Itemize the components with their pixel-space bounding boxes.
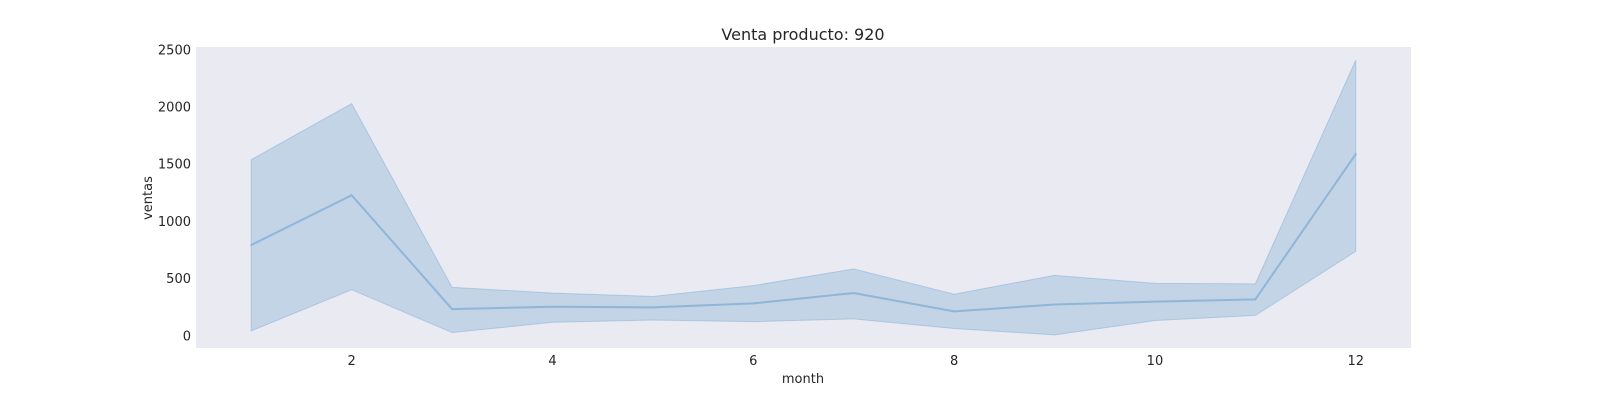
data-point [250, 243, 253, 246]
y-tick-label: 2000 [158, 101, 191, 116]
x-tick-label: 4 [548, 354, 556, 369]
data-point [551, 305, 554, 308]
series-line-0 [250, 153, 1357, 313]
data-point [451, 308, 454, 311]
chart-title: Venta producto: 920 [721, 25, 884, 44]
data-point [1354, 153, 1357, 156]
data-point [1053, 303, 1056, 306]
series-layer [250, 59, 1357, 336]
x-tick-label: 8 [950, 354, 958, 369]
data-point [651, 306, 654, 309]
y-tick-label: 0 [183, 329, 191, 344]
x-tick-label: 2 [347, 354, 355, 369]
y-tick-label: 500 [166, 272, 191, 287]
confidence-band-0 [250, 59, 1357, 336]
y-axis-ticks: 0 500 1000 1500 2000 2500 [158, 43, 191, 344]
y-tick-label: 2500 [158, 43, 191, 58]
y-tick-label: 1000 [158, 215, 191, 230]
data-point [852, 292, 855, 295]
x-axis-label: month [782, 372, 824, 387]
x-tick-label: 12 [1347, 354, 1364, 369]
data-point [752, 302, 755, 305]
x-tick-label: 10 [1147, 354, 1164, 369]
data-point [953, 310, 956, 313]
y-axis-label: ventas [141, 176, 156, 220]
x-axis-ticks: 2 4 6 8 10 12 [347, 354, 1364, 369]
data-point [1254, 298, 1257, 301]
y-tick-label: 1500 [158, 158, 191, 173]
data-point [1153, 300, 1156, 303]
x-tick-label: 6 [749, 354, 757, 369]
data-point [350, 194, 353, 197]
